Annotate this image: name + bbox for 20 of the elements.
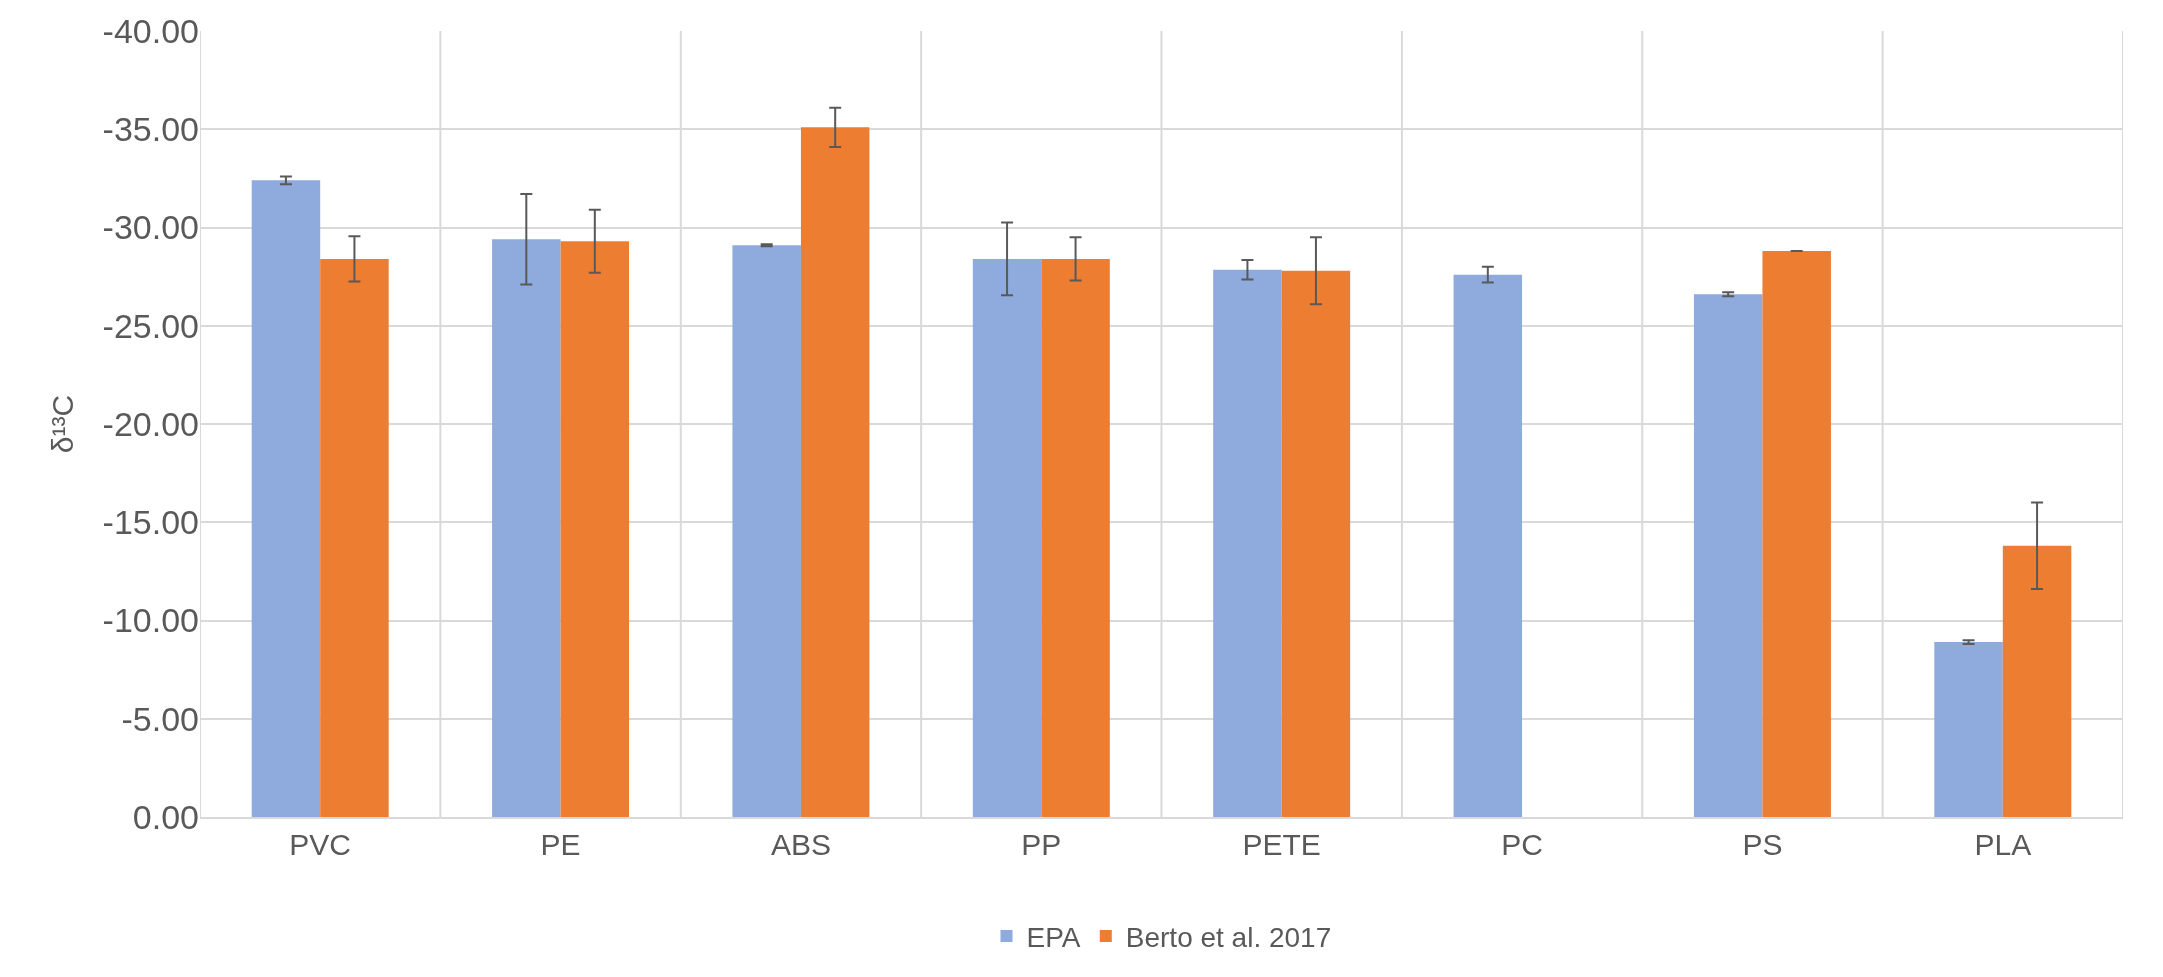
x-tick-label: PC bbox=[1501, 828, 1543, 861]
y-tick-label: -40.00 bbox=[102, 11, 199, 50]
x-tick-label: ABS bbox=[770, 828, 831, 861]
x-tick-label: PVC bbox=[289, 828, 352, 861]
legend-label: EPA bbox=[1026, 921, 1081, 953]
y-tick-label: -35.00 bbox=[102, 110, 199, 149]
x-tick-label: PETE bbox=[1242, 828, 1321, 861]
y-tick-label: -10.00 bbox=[102, 601, 199, 640]
y-tick-label: -20.00 bbox=[102, 404, 199, 443]
x-tick-label: PS bbox=[1742, 828, 1783, 861]
y-tick-label: -15.00 bbox=[102, 503, 199, 542]
x-tick-label: PP bbox=[1021, 828, 1062, 861]
y-tick-label: -5.00 bbox=[121, 699, 199, 738]
x-tick-label: PE bbox=[540, 828, 581, 861]
x-tick-label: PLA bbox=[1974, 828, 2032, 861]
y-axis-title: δ¹³C bbox=[45, 394, 79, 454]
legend-label: Berto et al. 2017 bbox=[1125, 921, 1332, 953]
y-tick-label: -25.00 bbox=[102, 306, 199, 345]
y-tick-label: 0.00 bbox=[132, 797, 199, 836]
y-tick-label: -30.00 bbox=[102, 208, 199, 247]
